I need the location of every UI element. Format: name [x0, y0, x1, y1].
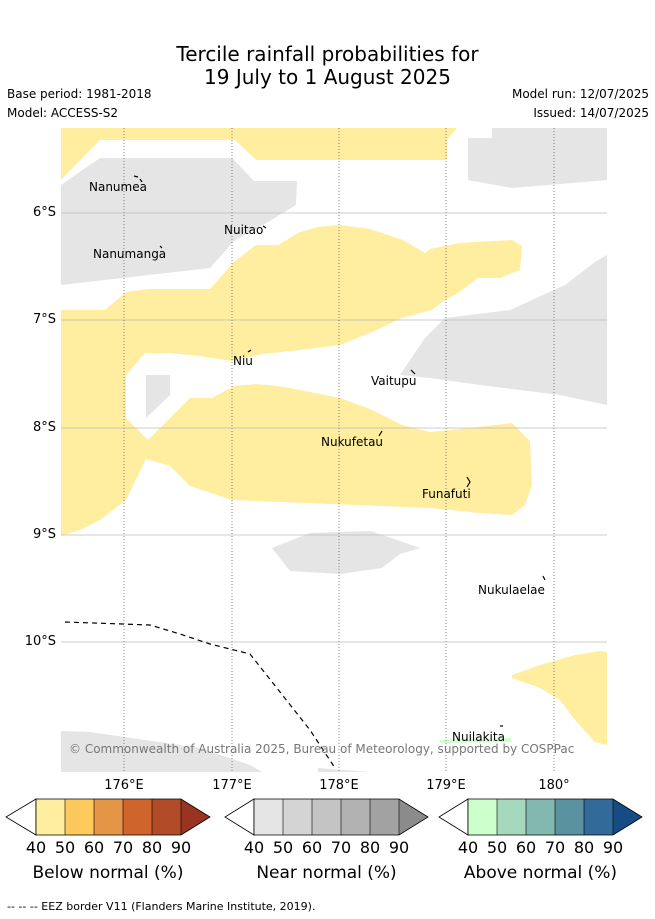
colorbar-tick: 70	[330, 838, 352, 857]
above-normal-swatch	[497, 799, 526, 835]
colorbar-tick: 80	[359, 838, 381, 857]
below-normal-under-cap	[5, 798, 37, 836]
colorbar-tick: 90	[170, 838, 192, 857]
island-nuitao	[262, 225, 267, 229]
near-normal-under-cap	[224, 798, 255, 836]
above-normal-region	[440, 738, 512, 743]
colorbar-tick: 50	[486, 838, 508, 857]
island-nanumanga	[159, 245, 163, 249]
island-nukufetau	[378, 430, 383, 437]
near-normal-region-east	[400, 255, 607, 405]
colorbar-tick: 60	[83, 838, 105, 857]
colorbar-tick: 70	[112, 838, 134, 857]
near-normal-swatch	[254, 799, 283, 835]
island-vaitupu	[410, 369, 416, 375]
place-label: Niu	[233, 354, 253, 368]
near-normal-region-northwest	[61, 158, 297, 285]
colorbar-tick: 90	[602, 838, 624, 857]
map-area	[61, 128, 607, 772]
below-normal-region-north-strip	[61, 128, 457, 180]
latitude-label: 6°S	[32, 205, 56, 220]
place-label: Nukulaelae	[478, 583, 545, 597]
longitude-label: 177°E	[212, 778, 252, 793]
colorbar-tick: 80	[573, 838, 595, 857]
place-label: Nanumea	[89, 180, 147, 194]
island-nanumea	[133, 175, 143, 183]
colorbar-tick: 60	[301, 838, 323, 857]
above-normal-over-cap	[613, 799, 642, 835]
below-normal-colorbar	[5, 798, 211, 836]
longitude-label: 180°	[538, 778, 570, 793]
latitude-label: 7°S	[32, 312, 56, 327]
below-normal-swatch	[36, 799, 65, 835]
near-normal-label: Near normal (%)	[256, 863, 397, 883]
colorbar-tick: 50	[54, 838, 76, 857]
near-normal-over-cap	[399, 799, 428, 835]
near-normal-region-small-island	[146, 375, 170, 418]
colorbar-tick: 60	[515, 838, 537, 857]
below-normal-label: Below normal (%)	[32, 863, 184, 883]
above-normal-swatch	[555, 799, 584, 835]
eez-border	[64, 621, 336, 769]
above-normal-swatch	[468, 799, 497, 835]
colorbar-tick: 40	[25, 838, 47, 857]
longitude-gridlines	[123, 128, 555, 772]
island-shapes	[133, 175, 546, 727]
base-period: Base period: 1981-2018	[7, 87, 152, 101]
colorbar-tick: 40	[457, 838, 479, 857]
colorbar-tick: 80	[141, 838, 163, 857]
map-title-line1: Tercile rainfall probabilities for	[176, 42, 479, 66]
longitude-label: 176°E	[104, 778, 144, 793]
below-normal-swatch	[152, 799, 181, 835]
model-run: Model run: 12/07/2025	[511, 87, 649, 101]
below-normal-swatch	[123, 799, 152, 835]
below-normal-region-central	[61, 225, 522, 375]
island-niu	[247, 349, 252, 353]
below-normal-region-southeast	[512, 651, 607, 745]
near-normal-swatch	[370, 799, 399, 835]
issued-date: Issued: 14/07/2025	[533, 106, 649, 120]
place-label: Nuilakita	[452, 730, 505, 744]
near-normal-swatch	[283, 799, 312, 835]
below-normal-swatch	[94, 799, 123, 835]
place-label: Nanumanga	[93, 247, 167, 261]
island-nukulaelae	[542, 575, 546, 581]
place-label: Nuitao	[224, 223, 264, 237]
latitude-gridlines	[61, 212, 607, 643]
latitude-label: 10°S	[24, 634, 56, 649]
near-normal-region-bottom	[318, 768, 370, 772]
near-normal-swatch	[312, 799, 341, 835]
colorbar-tick: 50	[272, 838, 294, 857]
near-normal-region-south	[272, 531, 420, 574]
island-funafuti	[466, 476, 471, 488]
colorbar-tick: 90	[388, 838, 410, 857]
below-normal-region-south-central	[61, 375, 532, 536]
latitude-label: 9°S	[32, 527, 56, 542]
eez-footnote: -- -- -- EEZ border V11 (Flanders Marine…	[7, 900, 316, 913]
above-normal-swatch	[584, 799, 613, 835]
near-normal-colorbar	[224, 798, 429, 836]
colorbar-tick: 70	[544, 838, 566, 857]
model-name: Model: ACCESS-S2	[7, 106, 119, 120]
latitude-label: 8°S	[32, 420, 56, 435]
map-title-line2: 19 July to 1 August 2025	[204, 65, 451, 89]
place-label: Vaitupu	[371, 374, 417, 388]
place-label: Funafuti	[422, 487, 471, 501]
above-normal-label: Above normal (%)	[463, 863, 618, 883]
colorbar-tick: 40	[243, 838, 265, 857]
above-normal-colorbar	[438, 798, 643, 836]
legend-colorbars	[5, 798, 643, 836]
near-normal-region-southwest	[61, 731, 262, 772]
near-normal-swatch	[341, 799, 370, 835]
copyright-notice: © Commonwealth of Australia 2025, Bureau…	[69, 742, 575, 756]
above-normal-under-cap	[438, 798, 469, 836]
above-normal-swatch	[526, 799, 555, 835]
below-normal-over-cap	[181, 799, 210, 835]
near-normal-region-northeast	[468, 128, 607, 188]
place-label: Nukufetau	[321, 435, 384, 449]
longitude-label: 179°E	[426, 778, 466, 793]
below-normal-swatch	[65, 799, 94, 835]
longitude-label: 178°E	[319, 778, 359, 793]
